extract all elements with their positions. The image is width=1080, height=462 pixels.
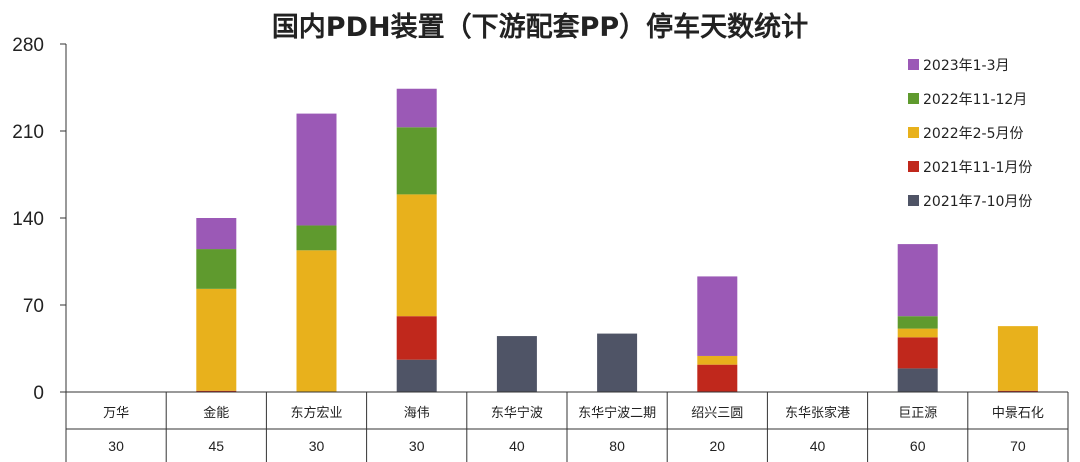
x-category-label: 东华张家港 <box>785 405 850 421</box>
x-category-label: 中景石化 <box>992 406 1044 421</box>
y-tick-label: 210 <box>12 122 44 143</box>
y-tick-label: 0 <box>33 383 44 404</box>
bar-segment <box>296 250 337 392</box>
bar-segment <box>196 288 237 391</box>
bar-segment <box>597 333 638 392</box>
legend-label: 2021年7-10月份 <box>923 194 1032 210</box>
table-value: 45 <box>209 438 225 454</box>
legend-item: 2021年7-10月份 <box>908 194 1032 210</box>
bar-segment <box>997 326 1038 391</box>
chart-title: 国内PDH装置（下游配套PP）停车天数统计 <box>272 11 808 43</box>
legend-swatch <box>908 59 919 70</box>
legend-swatch <box>908 93 919 104</box>
bar-segment <box>196 249 237 289</box>
legend-swatch <box>908 161 919 172</box>
table-value: 70 <box>1010 438 1026 454</box>
bar-segment <box>997 390 1038 392</box>
table-value: 40 <box>810 438 826 454</box>
bar-segment <box>697 276 738 356</box>
table-value: 20 <box>710 438 726 454</box>
x-category-label: 东华宁波二期 <box>578 405 656 421</box>
legend-label: 2022年2-5月份 <box>923 126 1024 142</box>
table-value: 60 <box>910 438 926 454</box>
table-value: 30 <box>409 438 425 454</box>
legend-item: 2021年11-1月份 <box>908 160 1032 176</box>
bar-segment <box>396 127 437 195</box>
legend-item: 2022年2-5月份 <box>908 126 1024 142</box>
bar-segment <box>697 355 738 365</box>
legend-item: 2022年11-12月 <box>908 92 1027 108</box>
legend-label: 2021年11-1月份 <box>923 160 1032 176</box>
bar-segment <box>897 368 938 392</box>
x-category-label: 东华宁波 <box>491 405 543 421</box>
bar-segment <box>897 337 938 369</box>
bar-segment <box>697 364 738 392</box>
bar-segment <box>196 390 237 392</box>
x-category-label: 海伟 <box>404 406 430 421</box>
legend-item: 2023年1-3月 <box>908 58 1010 74</box>
x-category-label: 巨正源 <box>898 406 937 421</box>
bar-segment <box>897 316 938 329</box>
legend-swatch <box>908 127 919 138</box>
legend-swatch <box>908 195 919 206</box>
bar-segment <box>496 336 537 392</box>
y-tick-label: 70 <box>23 296 44 317</box>
bar-segment <box>396 316 437 360</box>
bar-segment <box>897 244 938 317</box>
bar-segment <box>396 359 437 392</box>
bar-segment <box>196 218 237 250</box>
table-value: 80 <box>609 438 625 454</box>
legend-label: 2022年11-12月 <box>923 92 1027 108</box>
x-category-label: 绍兴三圆 <box>691 406 743 421</box>
y-tick-label: 140 <box>12 209 44 230</box>
bar-segment <box>296 225 337 251</box>
bar-segment <box>296 113 337 226</box>
x-category-label: 东方宏业 <box>290 405 342 421</box>
table-value: 30 <box>309 438 325 454</box>
table-value: 40 <box>509 438 525 454</box>
x-category-label: 万华 <box>103 406 129 421</box>
y-axis: 0 70 140 210 280 <box>12 35 67 404</box>
table-value: 30 <box>108 438 124 454</box>
bar-segment <box>897 328 938 338</box>
bars <box>196 88 1038 392</box>
y-tick-label: 280 <box>12 35 44 56</box>
legend: 2023年1-3月 2022年11-12月 2022年2-5月份 2021年11-1月… <box>908 58 1032 210</box>
bar-segment <box>396 194 437 317</box>
category-table: 万华 30 金能 45 东方宏业 30 海伟 30 东华宁波 40 东华宁波二期 80 绍兴三圆 20 东华… <box>65 391 1069 462</box>
legend-label: 2023年1-3月 <box>923 58 1010 74</box>
x-category-label: 金能 <box>203 405 229 421</box>
bar-segment <box>396 88 437 128</box>
